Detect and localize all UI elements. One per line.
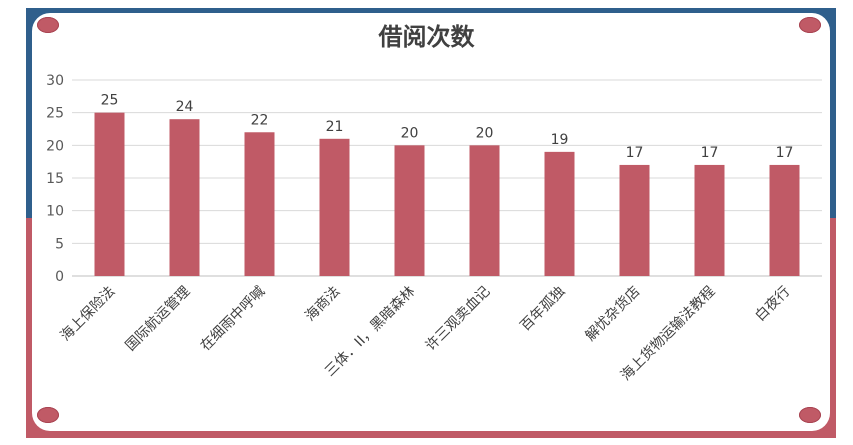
y-tick-label: 15 (46, 171, 64, 187)
data-label: 20 (401, 125, 419, 141)
y-tick-label: 20 (46, 138, 64, 154)
y-tick-label: 0 (55, 269, 64, 285)
bar (619, 164, 650, 276)
data-label: 20 (476, 125, 494, 141)
corner-dot-bottom-right (799, 407, 821, 423)
corner-dot-bottom-left (37, 407, 59, 423)
y-tick-label: 30 (46, 73, 64, 89)
category-label: 在细雨中呼喊 (198, 284, 269, 355)
category-label: 海商法 (302, 284, 343, 325)
bar (394, 145, 425, 276)
y-tick-label: 5 (55, 236, 64, 252)
bar (769, 164, 800, 276)
category-label: 百年孤独 (517, 284, 568, 335)
data-label: 24 (176, 99, 194, 115)
chart-title: 借阅次数 (378, 23, 475, 51)
bar (319, 138, 350, 276)
bar (694, 164, 725, 276)
data-label: 17 (701, 145, 719, 161)
category-label: 白夜行 (752, 284, 793, 325)
bar (469, 145, 500, 276)
category-label: 国际航运管理 (123, 284, 194, 355)
bar (244, 132, 275, 276)
data-label: 17 (626, 145, 644, 161)
corner-dot-top-right (799, 17, 821, 33)
bar (94, 112, 125, 277)
data-label: 17 (776, 145, 794, 161)
corner-dot-top-left (37, 17, 59, 33)
bar (544, 151, 575, 276)
category-label: 许三观卖血记 (423, 284, 494, 355)
data-label: 22 (251, 112, 269, 128)
y-tick-label: 25 (46, 106, 64, 122)
data-label: 19 (551, 132, 569, 148)
category-label: 解忧杂货店 (582, 283, 644, 345)
data-label: 21 (326, 119, 344, 135)
y-tick-label: 10 (46, 204, 64, 220)
data-label: 25 (101, 93, 119, 109)
category-label: 海上保险法 (58, 284, 119, 345)
bar (169, 119, 200, 276)
